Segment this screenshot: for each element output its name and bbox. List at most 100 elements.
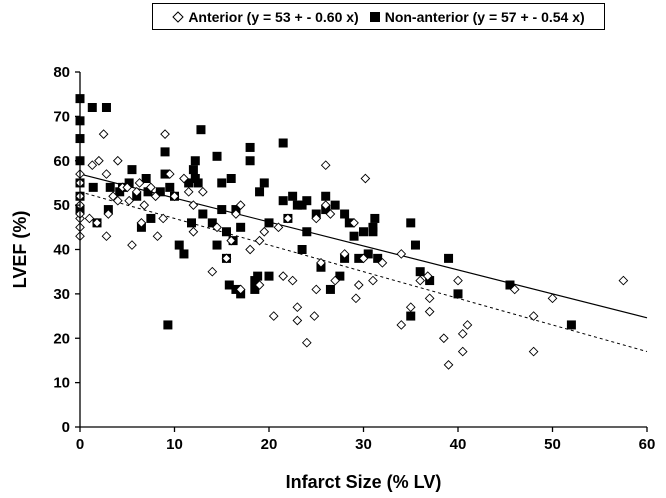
- anterior-point: [259, 226, 270, 237]
- anterior-point: [112, 195, 123, 206]
- anterior-point: [254, 280, 265, 290]
- anterior-point: [351, 293, 361, 304]
- non-anterior-point: [184, 178, 194, 188]
- anterior-point: [320, 160, 331, 171]
- anterior-point: [164, 169, 175, 179]
- anterior-point: [235, 284, 246, 295]
- non-anterior-point: [190, 156, 200, 166]
- x-tick-label: 50: [544, 436, 561, 453]
- legend-item-anterior: Anterior (y = 53 + - 0.60 x): [172, 9, 359, 25]
- non-anterior-point: [410, 240, 420, 250]
- anterior-point: [339, 249, 350, 259]
- anterior-point: [188, 200, 199, 210]
- anterior-point: [316, 257, 326, 268]
- x-tick-label: 30: [355, 436, 372, 453]
- anterior-point: [169, 191, 180, 202]
- non-anterior-point: [193, 178, 203, 188]
- anterior-point: [127, 240, 137, 250]
- anterior-point: [273, 222, 284, 233]
- anterior-point: [139, 200, 150, 210]
- anterior-point: [368, 275, 378, 286]
- anterior-point: [424, 306, 435, 317]
- x-tick-label: 60: [639, 436, 656, 453]
- y-ticks: 0 10 20 30 40 50 60 70 80: [53, 64, 80, 436]
- anterior-point: [254, 235, 265, 246]
- non-anterior-point: [340, 209, 350, 219]
- anterior-point: [618, 275, 629, 286]
- non-anterior-point: [406, 218, 416, 228]
- x-tick-label: 0: [76, 436, 84, 453]
- anterior-point: [424, 293, 435, 304]
- non-anterior-point: [297, 245, 307, 254]
- non-anterior-point: [217, 178, 227, 188]
- anterior-point: [320, 200, 331, 210]
- anterior-point: [422, 271, 433, 281]
- non-anterior-point: [297, 200, 307, 210]
- non-anterior-point: [264, 218, 274, 228]
- anterior-point: [188, 226, 199, 237]
- anterior-point: [268, 311, 279, 321]
- non-anterior-point: [146, 213, 156, 223]
- trendline-anterior: [79, 191, 648, 353]
- non-anterior-point: [196, 125, 206, 135]
- axes: 0 10 20 30 40 50 60 0 10 20 30 40 50 60 70 80: [53, 64, 655, 453]
- y-tick-label: 20: [53, 330, 70, 347]
- non-anterior-point: [415, 267, 425, 277]
- non-anterior-point: [217, 205, 227, 215]
- non-anterior-point: [127, 165, 137, 175]
- y-tick-label: 0: [62, 419, 70, 436]
- anterior-point: [212, 222, 222, 233]
- non-anterior-point: [373, 253, 383, 263]
- trendline-non-anterior: [79, 173, 648, 319]
- anterior-point: [146, 182, 156, 193]
- anterior-point: [353, 280, 364, 290]
- non-anterior-point: [221, 227, 231, 237]
- non-anterior-point: [406, 311, 416, 321]
- anterior-point: [94, 155, 104, 166]
- non-anterior-point: [264, 271, 274, 281]
- non-anterior-point: [188, 165, 198, 175]
- anterior-point: [87, 160, 98, 171]
- x-tick-label: 40: [450, 436, 467, 453]
- non-anterior-point: [174, 240, 184, 250]
- non-anterior-point: [253, 271, 263, 281]
- anterior-point: [101, 231, 112, 242]
- non-anterior-point: [302, 196, 312, 206]
- non-anterior-point: [163, 320, 173, 330]
- anterior-point: [198, 186, 208, 197]
- non-anterior-point: [187, 218, 197, 228]
- y-tick-label: 50: [53, 197, 70, 214]
- non-anterior-point: [321, 191, 331, 201]
- anterior-point: [158, 213, 168, 224]
- filled-square-icon: [369, 11, 380, 22]
- anterior-point: [101, 169, 112, 179]
- non-anterior-point: [278, 138, 288, 148]
- anterior-point: [150, 191, 161, 202]
- anterior-point: [311, 284, 322, 295]
- non-anterior-point: [212, 151, 222, 161]
- anterior-point: [349, 218, 359, 228]
- non-anterior-point: [198, 209, 208, 219]
- anterior-point: [179, 173, 189, 184]
- non-anterior-point: [330, 200, 340, 210]
- non-anterior-point: [143, 187, 153, 197]
- y-tick-label: 60: [53, 153, 70, 170]
- non-anterior-point: [160, 147, 170, 157]
- anterior-point: [377, 257, 388, 268]
- anterior-point: [131, 186, 142, 197]
- anterior-point: [292, 315, 303, 326]
- non-anterior-point: [288, 191, 298, 201]
- y-tick-label: 70: [53, 108, 70, 125]
- anterior-point: [405, 302, 416, 313]
- anterior-point: [443, 360, 454, 370]
- legend-item-non-anterior: Non-anterior (y = 57 + - 0.54 x): [369, 9, 585, 25]
- y-tick-label: 80: [53, 64, 70, 81]
- anterior-point: [360, 173, 371, 184]
- non-anterior-point: [101, 103, 111, 112]
- non-anterior-point: [207, 218, 217, 228]
- anterior-point: [311, 213, 322, 224]
- non-anterior-point: [278, 196, 288, 206]
- anterior-point: [528, 311, 539, 321]
- anterior-point: [453, 275, 463, 286]
